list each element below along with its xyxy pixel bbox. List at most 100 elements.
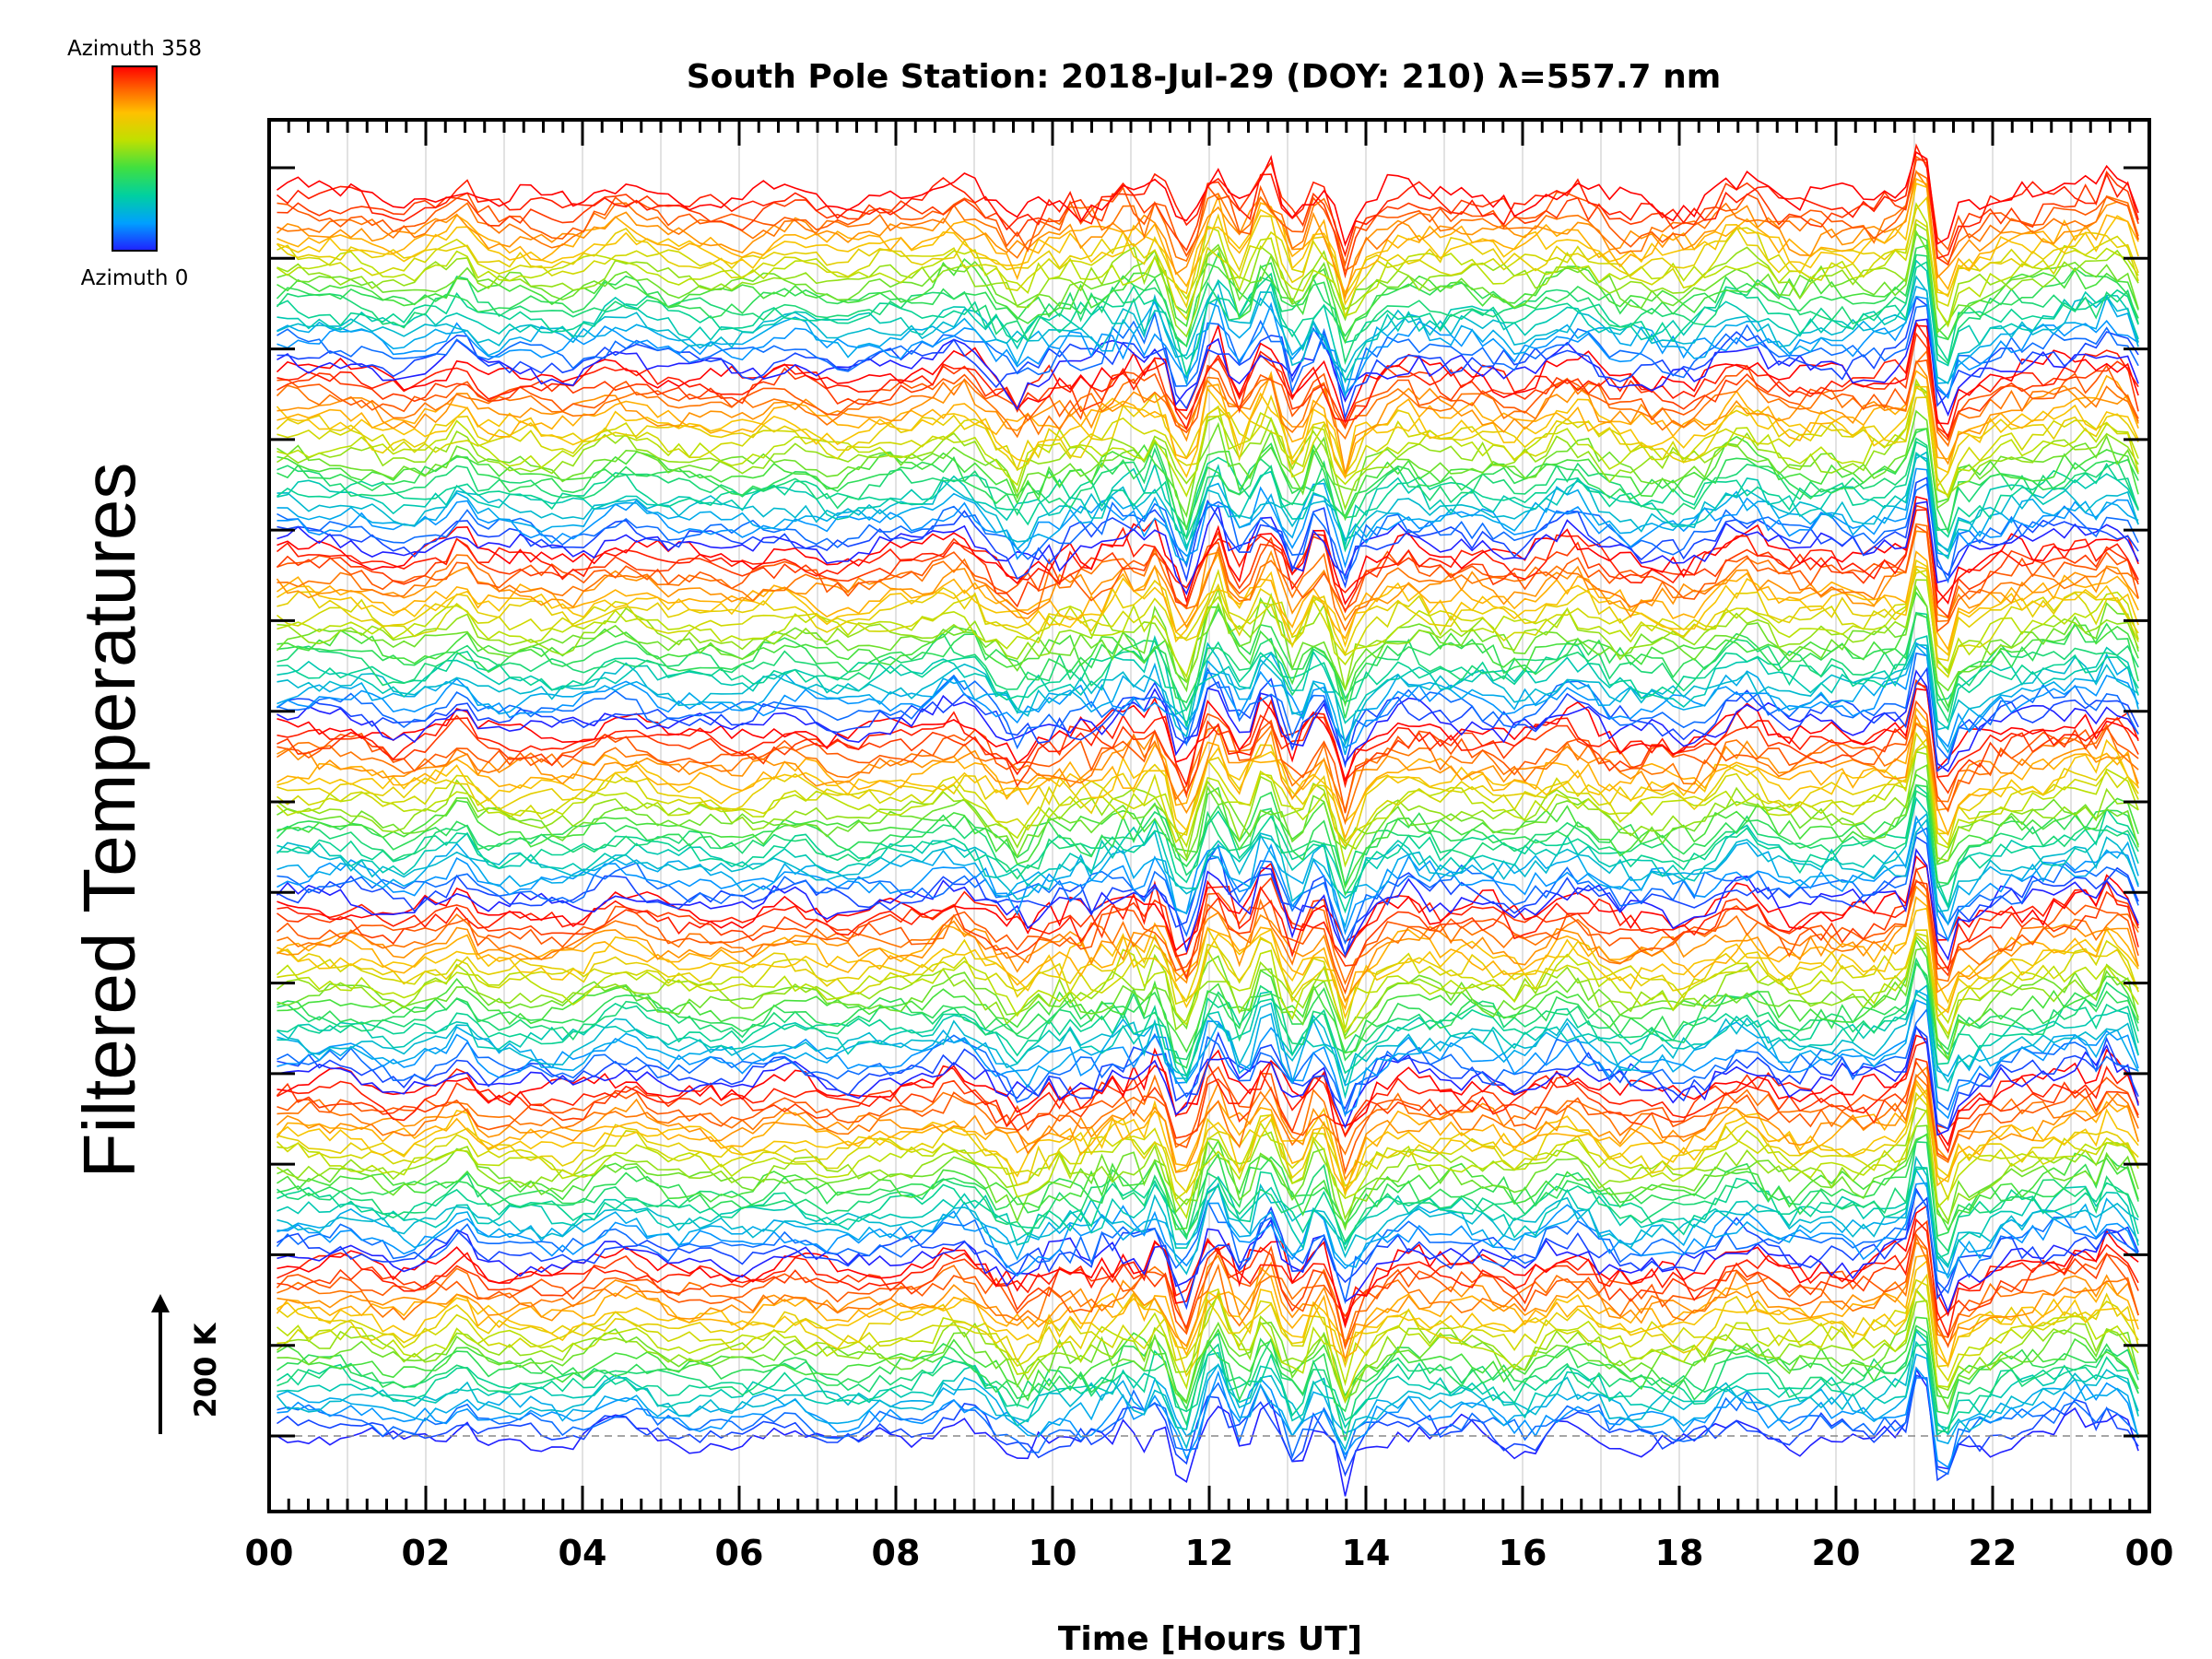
series-line <box>276 1288 2139 1410</box>
series-line <box>276 150 2139 247</box>
series-line <box>276 304 2139 399</box>
series-line <box>276 957 2139 1061</box>
series-line <box>276 707 2139 841</box>
colorbar-top-label: Azimuth 358 <box>67 37 202 61</box>
series-line <box>276 428 2139 535</box>
series-line <box>276 678 2139 796</box>
series-line <box>276 451 2139 560</box>
series-line <box>276 827 2139 945</box>
series-line <box>276 584 2139 693</box>
series-line <box>276 1189 2139 1305</box>
series-line <box>276 865 2139 972</box>
series-line <box>276 253 2139 366</box>
series-line <box>276 907 2139 1020</box>
series-line <box>276 763 2139 865</box>
series-line <box>276 195 2139 309</box>
series-line <box>276 722 2139 836</box>
series-line <box>276 349 2139 448</box>
series-line <box>276 1073 2139 1164</box>
series-line <box>276 1273 2139 1378</box>
series-line <box>276 182 2139 306</box>
series-line <box>276 935 2139 1041</box>
series-line <box>276 323 2139 425</box>
series-line <box>276 218 2139 321</box>
series-line <box>276 359 2139 441</box>
series-line <box>276 1343 2139 1437</box>
series-line <box>276 1040 2139 1154</box>
series-line <box>276 359 2139 475</box>
x-tick-label: 00 <box>2125 1533 2174 1573</box>
series-line <box>276 579 2139 690</box>
series-line <box>276 559 2139 662</box>
series-line <box>276 961 2139 1069</box>
series-line <box>276 682 2139 789</box>
series-line <box>276 222 2139 338</box>
x-tick-label: 14 <box>1342 1533 1391 1573</box>
series-line <box>276 999 2139 1120</box>
series-line <box>276 1065 2139 1182</box>
series-line <box>276 259 2139 384</box>
series-line <box>276 641 2139 748</box>
series-line <box>276 524 2139 633</box>
x-tick-label: 08 <box>872 1533 921 1573</box>
series-line <box>276 635 2139 731</box>
series-line <box>276 441 2139 553</box>
series-line <box>276 1196 2139 1311</box>
series-line <box>276 296 2139 421</box>
series-line <box>276 244 2139 348</box>
series-line <box>276 1218 2139 1339</box>
series-line <box>276 1106 2139 1223</box>
series-line <box>276 159 2139 279</box>
series-line <box>276 611 2139 724</box>
y-axis-label: Filtered Temperatures <box>68 463 150 1179</box>
series-line <box>276 1367 2139 1497</box>
series-line <box>276 428 2139 531</box>
series-line <box>276 866 2139 986</box>
series-line <box>276 523 2139 632</box>
series-layer <box>276 143 2139 1497</box>
series-line <box>276 818 2139 913</box>
series-line <box>276 989 2139 1088</box>
series-line <box>276 1366 2139 1469</box>
series-line <box>276 229 2139 335</box>
series-line <box>276 332 2139 437</box>
series-line <box>276 1167 2139 1260</box>
series-line <box>276 750 2139 862</box>
series-line <box>276 1108 2139 1219</box>
series-line <box>276 1353 2139 1445</box>
series-line <box>276 783 2139 897</box>
x-tick-label: 02 <box>402 1533 451 1573</box>
colorbar-gradient <box>112 65 158 252</box>
series-line <box>276 567 2139 678</box>
series-line <box>276 773 2139 889</box>
series-line <box>276 1060 2139 1175</box>
series-line <box>276 877 2139 980</box>
x-tick-label: 00 <box>245 1533 294 1573</box>
series-line <box>276 318 2139 417</box>
series-line <box>276 437 2139 541</box>
series-line <box>276 565 2139 656</box>
series-line <box>276 453 2139 564</box>
series-line <box>276 477 2139 589</box>
series-line <box>276 260 2139 378</box>
series-line <box>276 500 2139 595</box>
series-line <box>276 232 2139 345</box>
series-line <box>276 1025 2139 1136</box>
series-line <box>276 169 2139 300</box>
series-line <box>276 1134 2139 1232</box>
series-line <box>276 1034 2139 1147</box>
series-line <box>276 1187 2139 1314</box>
series-line <box>276 848 2139 961</box>
x-tick-label: 12 <box>1185 1533 1234 1573</box>
colorbar-bottom-label: Azimuth 0 <box>81 266 189 290</box>
x-tick-label: 22 <box>1969 1533 2018 1573</box>
axis-ticks <box>267 120 2151 1512</box>
series-line <box>276 854 2139 952</box>
x-axis-label: Time [Hours UT] <box>1058 1620 1362 1658</box>
series-line <box>276 783 2139 914</box>
series-line <box>276 1026 2139 1130</box>
series-line <box>276 1316 2139 1404</box>
series-line <box>276 937 2139 1061</box>
series-line <box>276 550 2139 652</box>
x-tick-label: 16 <box>1499 1533 1547 1573</box>
